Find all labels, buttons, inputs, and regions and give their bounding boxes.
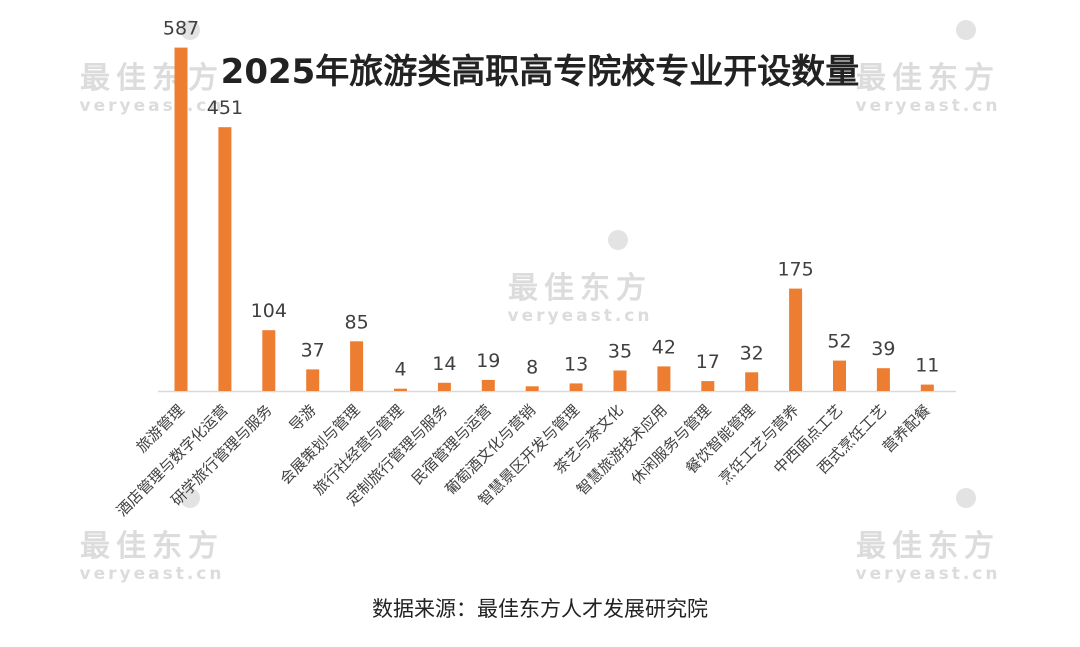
bar-value-label: 19 — [476, 350, 500, 372]
bar-value-label: 85 — [345, 311, 369, 333]
bar-value-label: 42 — [652, 336, 676, 358]
bar — [262, 330, 276, 391]
watermark-dot-icon — [180, 20, 200, 40]
bar — [525, 386, 539, 391]
bar — [613, 370, 627, 391]
watermark-logo: 最佳东方 veryeast.cn — [838, 20, 1058, 116]
watermark-logo-text: 最佳东方 — [856, 529, 1000, 564]
watermark-logo: 最佳东方 veryeast.cn — [62, 488, 282, 584]
watermark-dot-icon — [608, 230, 628, 250]
chart-title: 2025年旅游类高职高专院校专业开设数量 — [220, 52, 860, 92]
watermark-dot-icon — [956, 20, 976, 40]
bar-value-label: 587 — [163, 18, 199, 40]
bar-value-label: 37 — [301, 339, 325, 361]
category-tick-label: 营养配餐 — [879, 401, 934, 456]
bar-value-label: 17 — [696, 351, 720, 373]
bar-value-label: 451 — [207, 97, 243, 119]
bar-value-label: 35 — [608, 341, 632, 363]
bar — [218, 127, 232, 391]
bar-value-label: 175 — [777, 259, 813, 281]
bar — [789, 288, 803, 391]
watermark-logo: 最佳东方 veryeast.cn — [490, 230, 710, 326]
bar — [437, 382, 451, 391]
bar — [745, 372, 759, 391]
bar — [394, 388, 407, 391]
data-source-note: 数据来源：最佳东方人才发展研究院 — [372, 597, 708, 621]
bar-value-label: 39 — [871, 338, 895, 360]
bar — [174, 47, 188, 391]
watermark-logo: 最佳东方 veryeast.cn — [838, 488, 1058, 584]
watermark-logo-text: 最佳东方 — [856, 61, 1000, 96]
bar-value-label: 104 — [251, 300, 287, 322]
bar-value-label: 4 — [394, 359, 406, 381]
bar-value-label: 52 — [827, 331, 851, 353]
watermark-logo-text: 最佳东方 — [508, 271, 652, 306]
bar — [350, 341, 364, 391]
bar — [833, 360, 846, 391]
bar-value-label: 13 — [564, 353, 588, 375]
bar — [920, 384, 934, 391]
watermark-url-text: veryeast.cn — [79, 564, 225, 584]
watermark-url-text: veryeast.cn — [855, 564, 1001, 584]
watermark-logo-text: 最佳东方 — [80, 61, 224, 96]
watermark-dot-icon — [956, 488, 976, 508]
watermark-logo-text: 最佳东方 — [80, 529, 224, 564]
bar — [657, 366, 671, 391]
category-tick-label: 导游 — [286, 401, 320, 435]
bar-value-label: 11 — [915, 355, 939, 377]
bar-value-label: 8 — [526, 356, 538, 378]
bar — [306, 369, 320, 391]
watermark-dot-icon — [180, 488, 200, 508]
watermark-url-text: veryeast.cn — [855, 96, 1001, 116]
bar-value-label: 14 — [432, 353, 456, 375]
bar — [876, 368, 890, 391]
watermark-url-text: veryeast.cn — [507, 306, 653, 326]
bar — [481, 379, 495, 391]
bar-value-label: 32 — [740, 342, 764, 364]
bar — [569, 383, 583, 391]
bar — [701, 381, 715, 391]
